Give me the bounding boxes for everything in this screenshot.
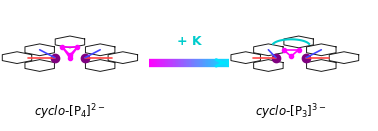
Text: + K: + K <box>177 35 201 48</box>
Text: $\it{cyclo}$-[P$_4$]$^{2-}$: $\it{cyclo}$-[P$_4$]$^{2-}$ <box>34 102 106 122</box>
Text: $\it{cyclo}$-[P$_3$]$^{3-}$: $\it{cyclo}$-[P$_3$]$^{3-}$ <box>255 102 327 122</box>
